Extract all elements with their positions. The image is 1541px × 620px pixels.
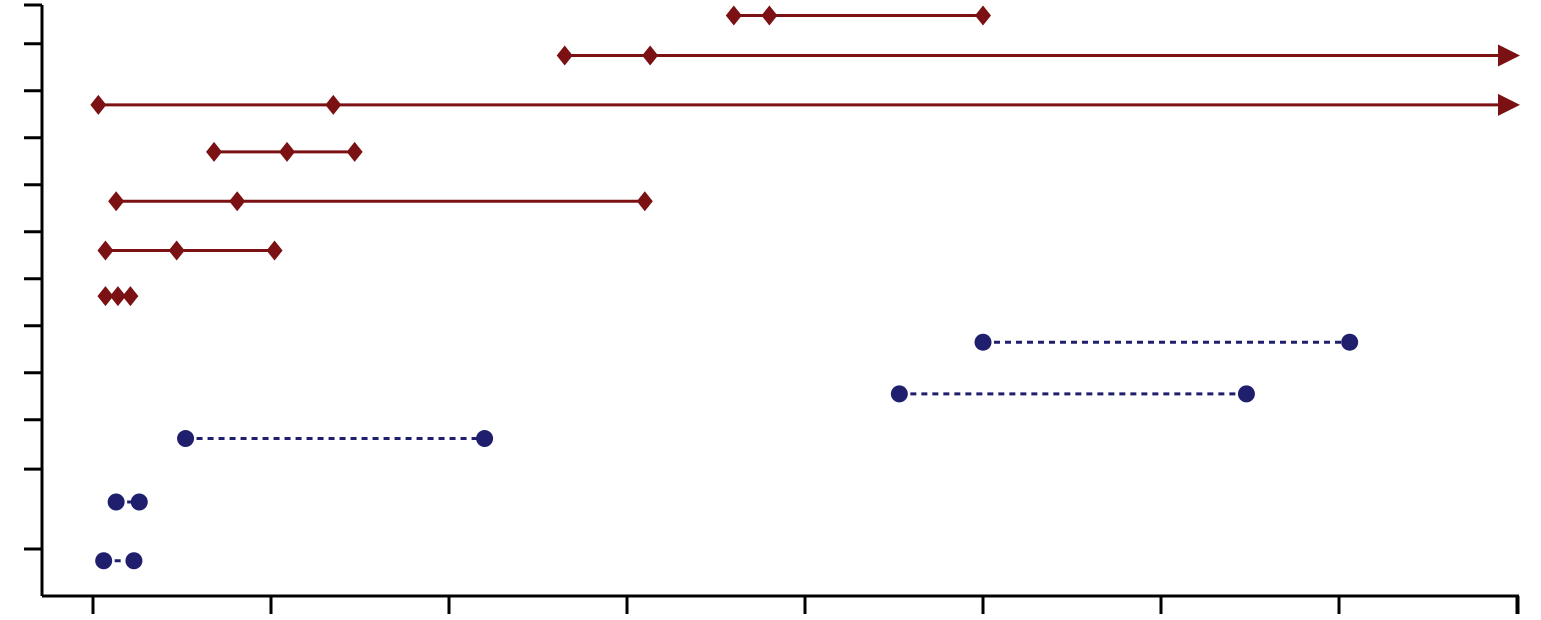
arrow-head <box>1498 44 1520 67</box>
plot-area <box>90 5 1520 570</box>
diamond-marker <box>97 286 114 307</box>
diamond-marker <box>725 5 742 26</box>
diamond-marker <box>556 45 573 66</box>
diamond-marker <box>109 286 126 307</box>
diamond-marker <box>168 240 185 261</box>
diamond-marker <box>975 5 991 26</box>
diamond-marker <box>642 45 659 66</box>
circle-marker <box>890 385 908 403</box>
diamond-marker <box>97 240 114 261</box>
circle-marker <box>476 430 494 448</box>
diamond-marker <box>206 141 223 162</box>
diamond-marker <box>346 141 363 162</box>
diamond-marker <box>636 191 653 212</box>
circle-marker <box>974 333 992 351</box>
diamond-marker <box>266 240 283 261</box>
circle-marker <box>1237 385 1255 403</box>
diamond-marker <box>229 191 246 212</box>
arrow-head <box>1498 93 1520 116</box>
x-axis <box>42 594 1520 614</box>
circle-marker <box>130 493 148 511</box>
circle-marker <box>107 493 125 511</box>
series-1 <box>90 5 1520 307</box>
diamond-marker <box>325 94 342 115</box>
circle-marker <box>125 552 143 570</box>
circle-marker <box>1341 333 1359 351</box>
diamond-marker <box>90 94 107 115</box>
y-axis <box>24 3 44 596</box>
diamond-marker <box>122 286 139 307</box>
series-2 <box>95 333 1359 570</box>
diamond-marker <box>279 141 296 162</box>
circle-marker <box>95 552 113 570</box>
circle-marker <box>177 430 195 448</box>
diamond-marker <box>761 5 778 26</box>
diamond-marker <box>108 191 125 212</box>
